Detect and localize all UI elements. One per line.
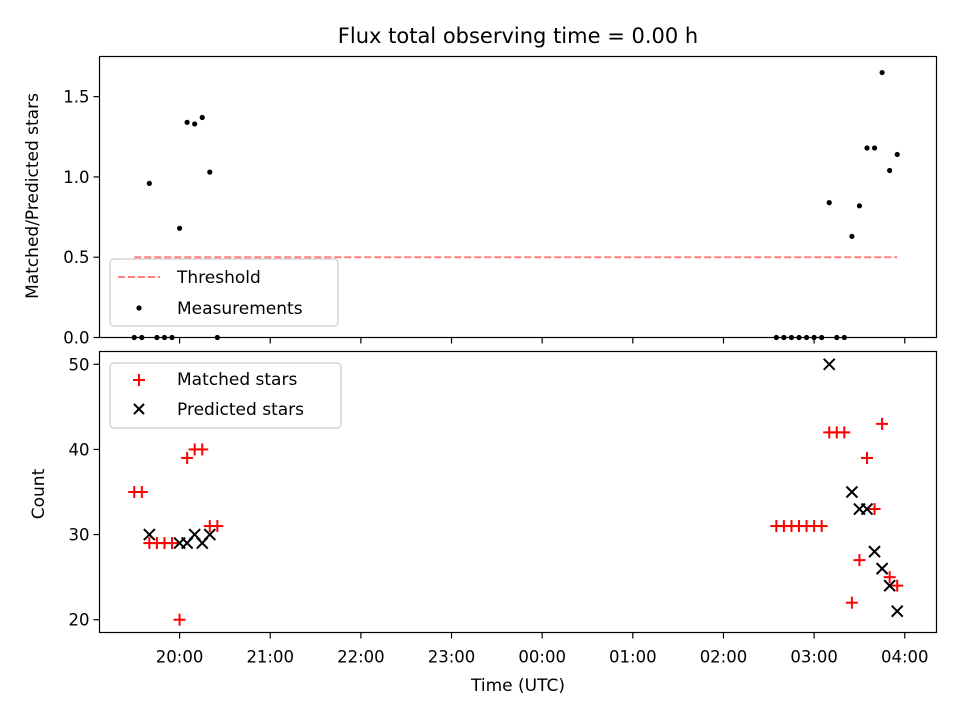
predicted-legend-label: Predicted stars (177, 400, 304, 420)
top-chart-title: Flux total observing time = 0.00 h (338, 24, 698, 48)
measurement-point (192, 121, 198, 127)
measurement-point (856, 203, 863, 209)
measurement-point (184, 119, 190, 125)
top-plot-frame (98, 55, 938, 339)
top-y-tick-label: 0.5 (63, 248, 89, 267)
measurement-point (871, 145, 878, 151)
bottom-legend: Matched stars Predicted stars (109, 362, 342, 429)
matched-star-point (861, 451, 874, 464)
x-tick-label: 21:00 (246, 648, 294, 667)
bottom-plot-frame (98, 350, 938, 634)
threshold-legend-label: Threshold (176, 268, 261, 288)
bottom-y-tick-label: 40 (69, 440, 90, 459)
x-tick-label: 23:00 (428, 648, 476, 667)
x-tick-label: 02:00 (700, 648, 748, 667)
bottom-series (128, 358, 904, 626)
top-y-ticks: 0.0 0.5 1.0 1.5 (63, 88, 100, 348)
top-y-axis-label: Matched/Predicted stars (23, 93, 43, 299)
top-legend-box (109, 258, 339, 327)
matched-star-point (135, 486, 148, 498)
x-tick-label: 03:00 (790, 648, 838, 667)
matched-star-point (196, 443, 209, 456)
predicted-legend-swatch (133, 403, 145, 415)
predicted-star-point (875, 562, 889, 575)
measurement-point (199, 114, 205, 121)
x-tick-label: 22:00 (337, 648, 385, 667)
predicted-star-point (883, 579, 896, 592)
measurement-point (826, 200, 832, 206)
measurements-legend-label: Measurements (177, 299, 303, 319)
measurement-point (849, 233, 855, 239)
bottom-y-tick-label: 50 (69, 355, 90, 374)
x-axis-label: Time (UTC) (470, 676, 565, 696)
predicted-star-point (143, 528, 156, 541)
measurement-point (894, 151, 900, 158)
matched-star-point (166, 537, 179, 550)
x-tick-label: 00:00 (518, 648, 566, 667)
bottom-y-tick-label: 30 (69, 526, 90, 545)
matched-star-point (181, 451, 194, 464)
measurement-point (887, 167, 893, 174)
matched-star-point (211, 520, 224, 533)
predicted-star-point (203, 528, 216, 541)
matched-star-point (853, 554, 866, 567)
measurements-legend-swatch (136, 305, 142, 311)
predicted-star-point (860, 502, 874, 516)
matched-star-point (891, 579, 904, 592)
matched-star-point (876, 417, 889, 430)
matched-legend-swatch (133, 374, 145, 386)
x-tick-label: 04:00 (881, 648, 929, 667)
top-y-tick-label: 1.5 (63, 88, 89, 107)
bottom-x-ticks: 20:00 21:00 22:00 23:00 00:00 01:00 02:00 03:00… (156, 632, 929, 667)
top-y-tick-label: 1.0 (63, 168, 89, 187)
bottom-chart: Count Time (UTC) 20 30 40 50 20:00 21:00 22:0… (29, 350, 938, 696)
top-chart: Flux total observing time = 0.00 h Match… (23, 24, 938, 348)
matched-star-point (868, 503, 881, 516)
matched-star-point (883, 571, 896, 584)
x-tick-label: 20:00 (156, 648, 204, 667)
predicted-star-point (845, 485, 859, 499)
top-y-tick-label: 0.0 (63, 329, 89, 348)
predicted-star-point (823, 358, 836, 371)
measurement-point (207, 169, 213, 175)
matched-star-point (838, 426, 851, 439)
measurement-point (146, 180, 152, 186)
matched-legend-label: Matched stars (177, 370, 297, 390)
bottom-y-tick-label: 20 (69, 611, 90, 630)
measurement-point (176, 225, 183, 231)
predicted-star-point (868, 545, 881, 558)
top-legend: Threshold Measurements (109, 258, 339, 327)
bottom-y-axis-label: Count (29, 468, 49, 519)
matched-star-point (815, 520, 828, 533)
measurement-point (864, 145, 870, 151)
predicted-star-point (891, 605, 904, 618)
measurement-point (879, 69, 885, 76)
bottom-legend-box (109, 362, 342, 429)
matched-star-point (845, 596, 858, 609)
top-x-ticks (178, 337, 906, 344)
bottom-y-ticks: 20 30 40 50 (69, 355, 100, 630)
matched-star-point (173, 613, 186, 626)
x-tick-label: 01:00 (609, 648, 657, 667)
